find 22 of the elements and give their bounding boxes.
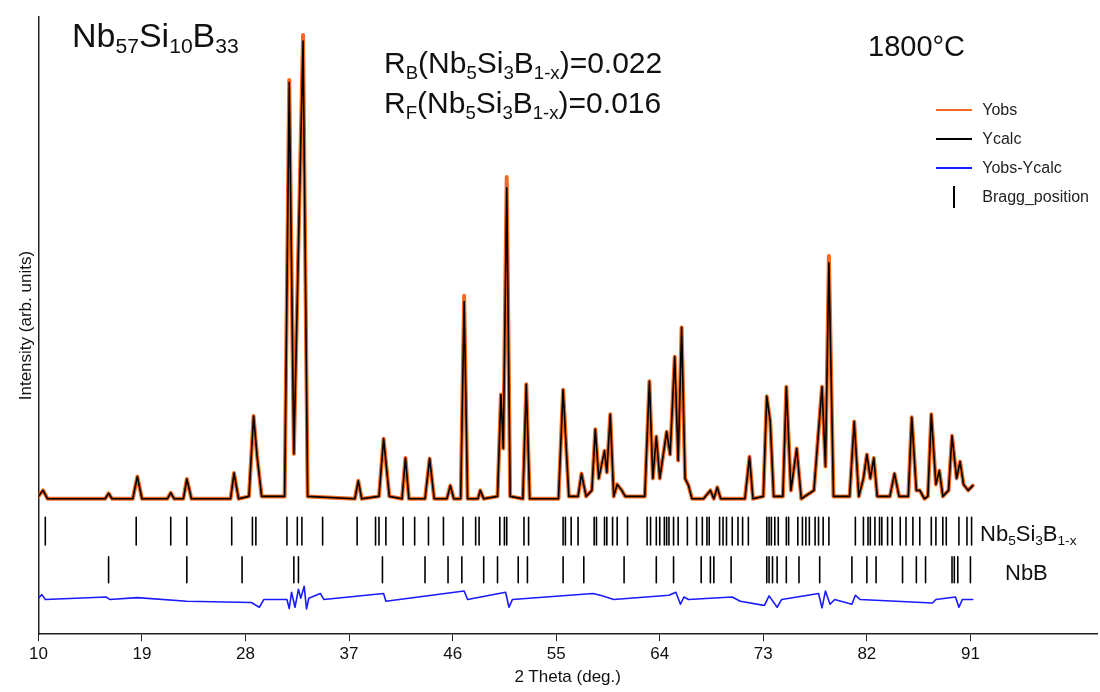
legend-label: Yobs-Ycalc	[982, 158, 1062, 177]
annotation: Nb$_{57}$Si$_{10}$B$_{33}$	[72, 16, 239, 58]
legend-label: Bragg_position	[982, 187, 1089, 206]
x-tick-label: 46	[443, 644, 463, 664]
annotation: Nb$_{5}$Si$_{3}$B$_{1-x}$	[980, 521, 1077, 549]
text: R$_{B}$(Nb$_{5}$Si$_{3}$B$_{1-x}$)=0.022	[384, 46, 663, 83]
x-tick-label: 82	[857, 644, 877, 664]
y-axis-title: Intensity (arb. units)	[15, 250, 35, 401]
x-tick-label: 64	[650, 644, 670, 664]
x-tick-label: 37	[339, 644, 359, 664]
legend-label: Ycalc	[982, 129, 1022, 148]
x-axis-title: 2 Theta (deg.)	[514, 667, 621, 687]
x-tick-label: 10	[28, 644, 48, 664]
x-tick-label: 19	[132, 644, 152, 664]
text: R$_{F}$(Nb$_{5}$Si$_{3}$B$_{1-x}$)=0.016	[384, 86, 662, 123]
legend-label: Yobs	[982, 100, 1018, 119]
annotation: 1800°C	[868, 30, 966, 64]
x-tick-label: 91	[960, 644, 980, 664]
x-tick-label: 73	[753, 644, 773, 664]
annotation: NbB	[1005, 560, 1048, 586]
x-tick-label: 28	[236, 644, 255, 664]
x-tick-label: 55	[546, 644, 566, 664]
